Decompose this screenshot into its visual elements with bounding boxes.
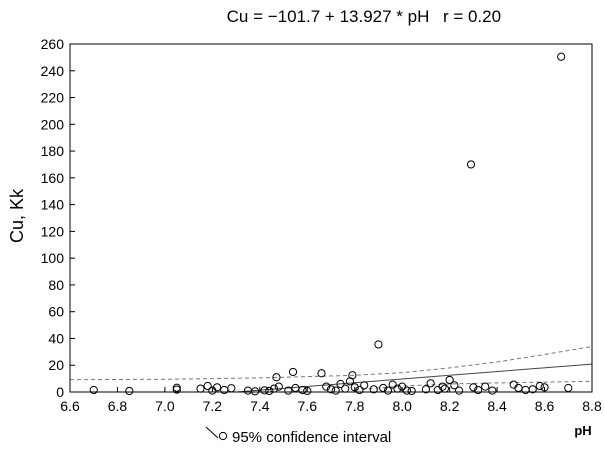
- y-tick-label: 160: [41, 170, 65, 186]
- data-point: [369, 385, 378, 394]
- x-tick-label: 7.6: [298, 398, 318, 414]
- data-point: [348, 371, 357, 380]
- data-point: [272, 373, 281, 382]
- data-point: [322, 382, 331, 391]
- data-point: [388, 380, 397, 389]
- data-points: [89, 52, 573, 396]
- data-point: [336, 379, 345, 389]
- x-tick-label: 7.0: [155, 398, 175, 414]
- y-tick-label: 220: [41, 90, 65, 106]
- chart-title-r: r = 0.20: [443, 7, 501, 26]
- data-point: [474, 385, 483, 395]
- data-point: [203, 381, 212, 391]
- y-tick-label: 140: [41, 197, 65, 213]
- y-axis-ticks: 0 20 40 60 80 100 120 140 160 180 200 220 240 260: [41, 36, 75, 400]
- data-point: [438, 382, 447, 391]
- regression-line: [236, 363, 593, 393]
- y-tick-label: 120: [41, 223, 65, 239]
- y-tick-label: 200: [41, 116, 65, 132]
- regression-line-group: [236, 363, 593, 393]
- data-point: [288, 367, 298, 377]
- data-point: [220, 385, 229, 395]
- data-point: [402, 386, 412, 395]
- data-point: [274, 382, 283, 391]
- chart-title: Cu = −101.7 + 13.927 * pH: [227, 7, 430, 26]
- confidence-upper: [69, 346, 593, 381]
- data-point: [298, 385, 307, 395]
- data-point: [535, 381, 544, 391]
- data-point: [481, 382, 490, 391]
- y-tick-label: 240: [41, 63, 65, 79]
- x-tick-label: 7.4: [250, 398, 270, 414]
- legend: 95% confidence interval: [205, 426, 391, 446]
- y-axis-label: Cu, Kk: [7, 188, 27, 243]
- legend-label: 95% confidence interval: [232, 429, 391, 446]
- legend-line-sample: [205, 426, 219, 439]
- x-tick-label: 7.8: [345, 398, 365, 414]
- data-point: [89, 385, 98, 395]
- data-point: [213, 383, 222, 392]
- data-point: [360, 381, 369, 390]
- data-point: [528, 385, 537, 394]
- data-point: [355, 385, 364, 395]
- plot-frame: [69, 43, 593, 393]
- data-point: [317, 369, 326, 378]
- x-tick-label: 8.0: [392, 398, 412, 414]
- x-axis-ticks: 6.6 6.8 7.0 7.2 7.4 7.6 7.8 8.0 8.2 8.4 8.6 8.8: [60, 387, 602, 414]
- x-tick-label: 7.2: [203, 398, 223, 414]
- data-point: [227, 384, 236, 393]
- confidence-band: [69, 346, 593, 391]
- data-point: [265, 386, 274, 396]
- data-point: [455, 386, 464, 395]
- data-point: [469, 383, 478, 392]
- y-tick-label: 40: [48, 330, 64, 346]
- data-point: [250, 387, 260, 396]
- data-point: [488, 386, 497, 395]
- data-point: [564, 383, 573, 393]
- data-point: [196, 384, 205, 393]
- data-point: [125, 386, 134, 396]
- x-tick-label: 8.4: [487, 398, 507, 414]
- x-tick-label: 8.8: [582, 398, 602, 414]
- x-tick-label: 6.6: [60, 398, 80, 414]
- y-tick-label: 0: [56, 384, 64, 400]
- y-tick-label: 20: [48, 357, 64, 373]
- legend-marker-sample: [218, 431, 228, 441]
- data-point: [172, 383, 181, 392]
- data-point: [331, 386, 340, 395]
- data-point: [450, 381, 459, 390]
- data-point: [374, 340, 383, 349]
- data-point: [260, 386, 269, 395]
- y-tick-label: 80: [48, 277, 64, 293]
- x-tick-label: 8.6: [535, 398, 555, 414]
- x-tick-label: 8.2: [440, 398, 460, 414]
- data-point: [284, 386, 293, 395]
- data-point: [421, 385, 431, 394]
- x-tick-label: 6.8: [108, 398, 128, 414]
- y-tick-label: 260: [41, 36, 65, 52]
- data-point: [407, 386, 416, 396]
- data-point: [445, 375, 454, 385]
- data-point: [326, 385, 336, 394]
- y-tick-label: 100: [41, 250, 65, 266]
- data-point: [557, 52, 566, 61]
- data-point: [466, 160, 476, 169]
- x-axis-label: pH: [574, 423, 591, 438]
- data-point: [341, 384, 350, 393]
- y-tick-label: 180: [41, 143, 65, 159]
- data-point: [426, 379, 435, 388]
- y-tick-label: 60: [48, 304, 64, 320]
- data-point: [383, 386, 393, 395]
- data-point: [521, 385, 530, 395]
- confidence-lower: [354, 380, 593, 391]
